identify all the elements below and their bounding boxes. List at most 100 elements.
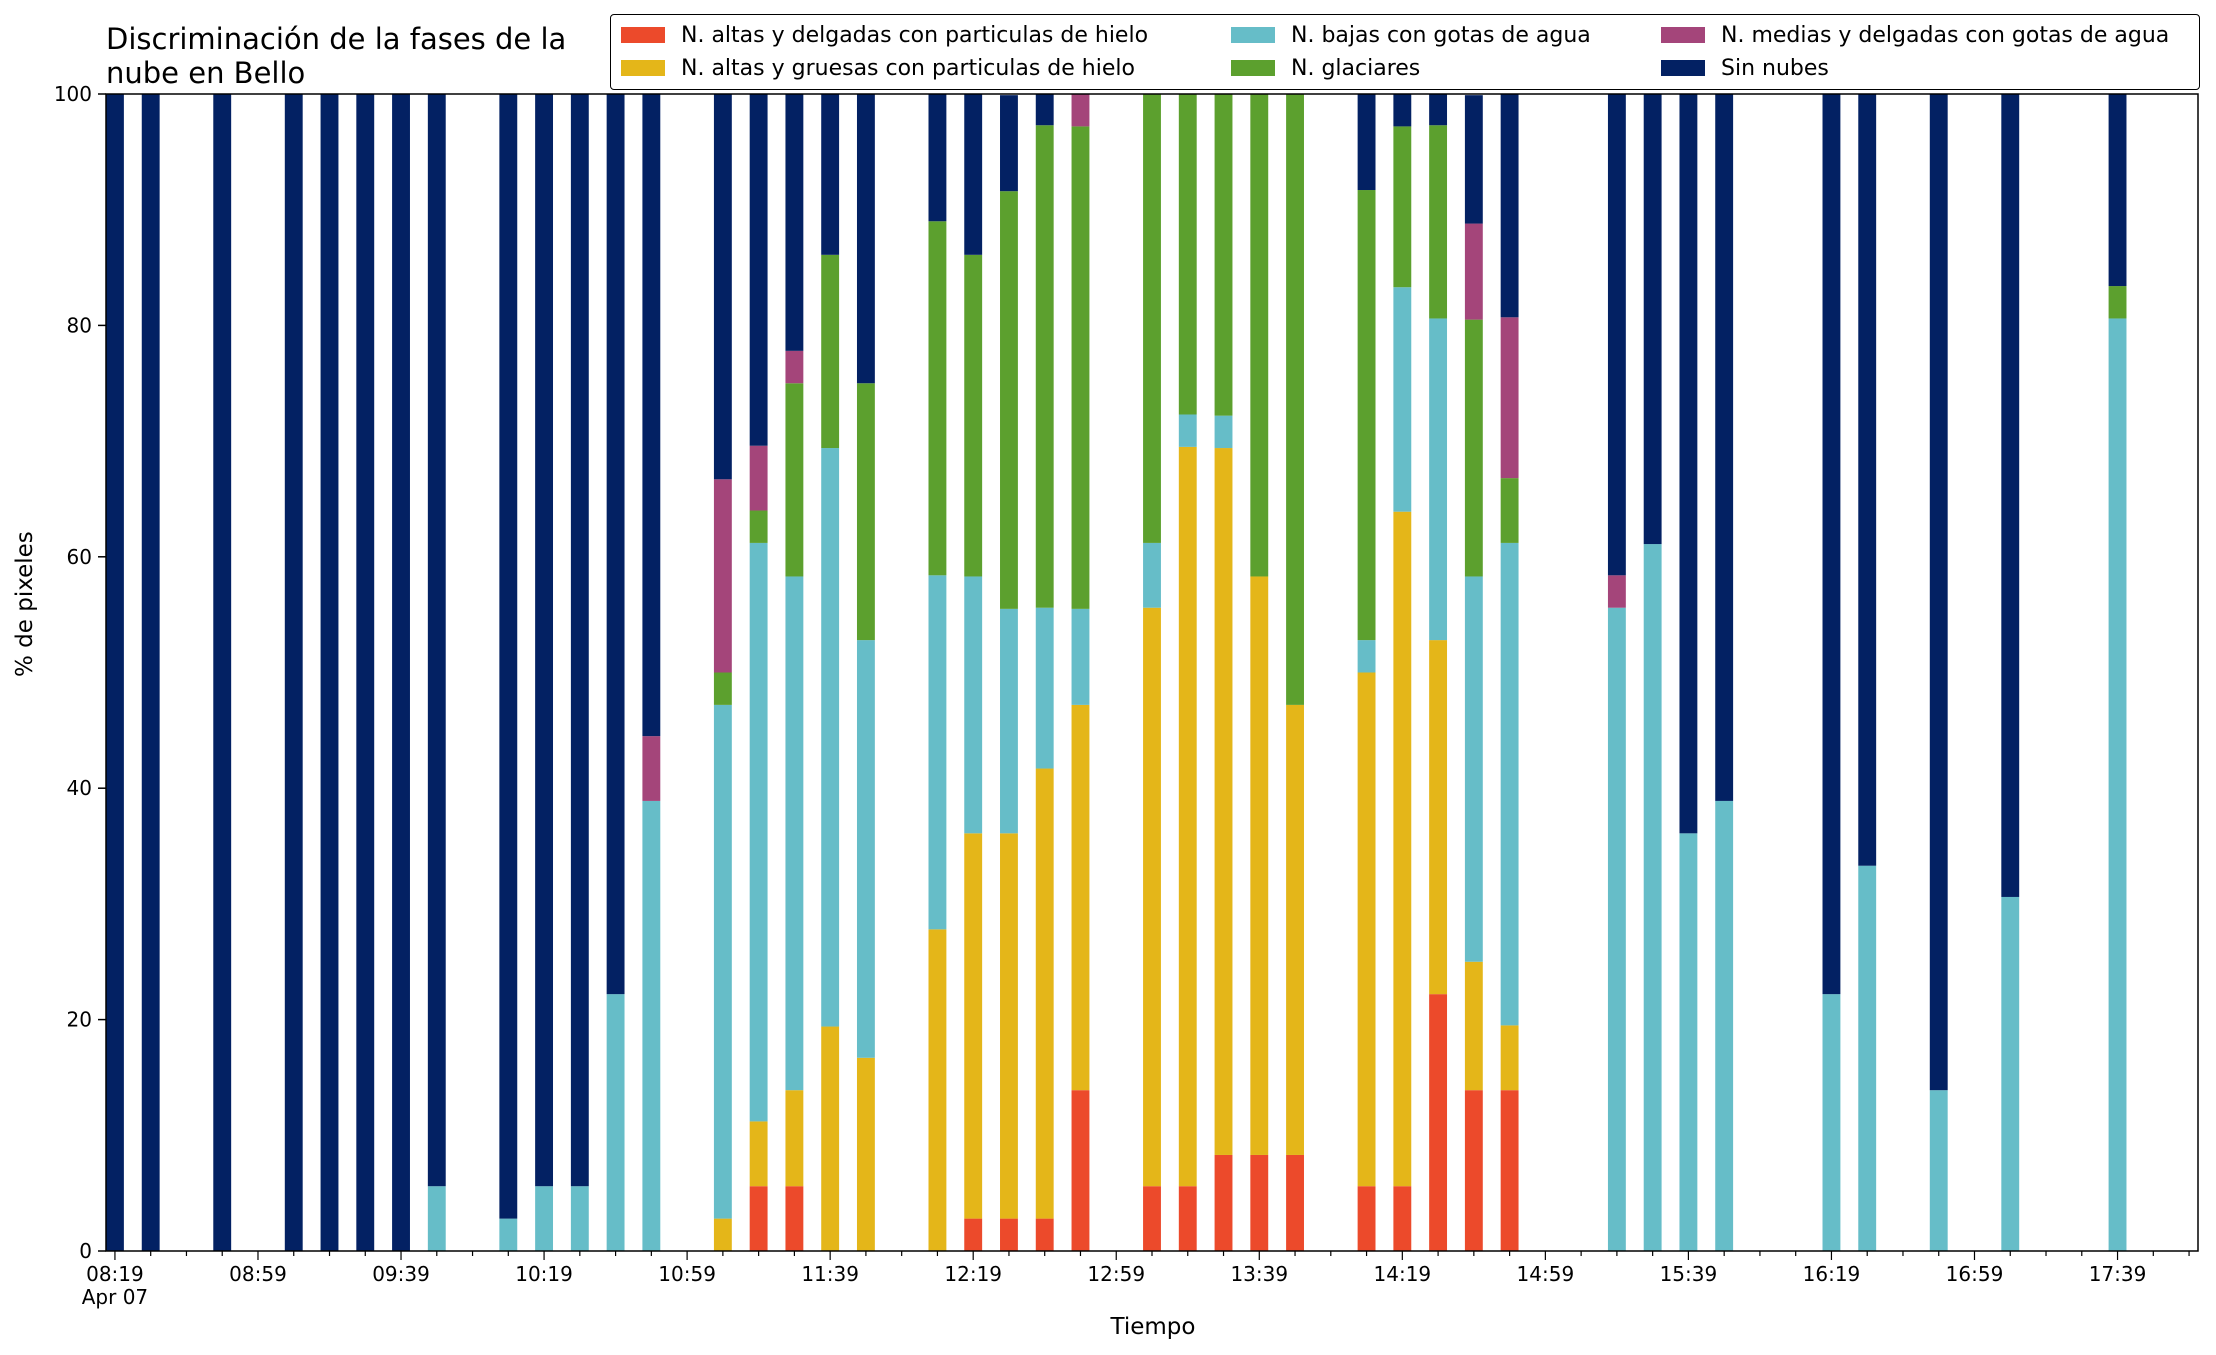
bar-segment [821, 94, 840, 255]
bar-segment [785, 383, 804, 577]
bar-segment [2108, 94, 2127, 287]
x-tick-label: 16:19 [1803, 1262, 1861, 1286]
chart-title: Discriminación de la fases de la nube en… [106, 22, 567, 90]
bar-segment [570, 94, 589, 1187]
bar-segment [749, 1121, 768, 1187]
x-tick-label: 14:19 [1374, 1262, 1432, 1286]
legend-label: Sin nubes [1721, 55, 1829, 81]
y-tick-label: 0 [79, 1239, 92, 1263]
bar-segment [1035, 94, 1054, 126]
bar-segment [713, 94, 732, 480]
bar-segment [1143, 607, 1161, 1187]
bar-segment [642, 94, 661, 737]
bar-segment [1429, 640, 1448, 995]
bar-segment [1000, 1218, 1018, 1251]
bar-segment [1822, 94, 1841, 995]
bar-segment [1000, 833, 1018, 1219]
bar-segment [427, 94, 446, 1187]
bar-segment [1464, 1090, 1483, 1251]
bar-segment [1143, 542, 1161, 608]
bar-segment [392, 94, 410, 1251]
y-tick-label: 100 [54, 82, 92, 106]
bar-segment [1286, 94, 1304, 705]
legend-item: N. altas y gruesas con particulas de hie… [621, 53, 1135, 83]
bar-segment [356, 94, 375, 1251]
y-tick-label: 40 [67, 776, 92, 800]
bar-segment [1178, 94, 1197, 415]
bar-segment [1035, 1218, 1054, 1251]
bar-segment [427, 1186, 446, 1251]
bar-segment [1429, 94, 1448, 126]
x-tick-label: 14:59 [1517, 1262, 1575, 1286]
bar-segment [1929, 94, 1948, 1091]
bar-segment [928, 575, 947, 930]
bar-segment [785, 350, 804, 384]
bar-segment [1607, 94, 1626, 576]
x-tick-label: 16:59 [1946, 1262, 2004, 1286]
bar-segment [535, 1186, 554, 1251]
bar-segment [1143, 1186, 1161, 1251]
bar-segment [821, 1026, 840, 1251]
bar-segment [821, 254, 840, 449]
bar-segment [535, 94, 554, 1187]
bar-segment [1500, 478, 1519, 543]
legend: N. altas y delgadas con particulas de hi… [610, 14, 2200, 90]
bar-segment [1679, 833, 1698, 1251]
legend-swatch [621, 27, 665, 43]
bar-segment [1071, 608, 1090, 705]
bar-segment [1071, 126, 1090, 609]
bar-segment [1500, 542, 1519, 1026]
x-tick-label: 12:59 [1087, 1262, 1145, 1286]
bar-segment [964, 254, 983, 577]
bar-segment [499, 94, 518, 1219]
bar-segment [928, 94, 947, 222]
bar-segment [1214, 1154, 1233, 1251]
bar-segment [570, 1186, 589, 1251]
bar-segment [785, 1186, 804, 1251]
bar-segment [964, 1218, 983, 1251]
bar-segment [1286, 1154, 1304, 1251]
bar-segment [928, 929, 947, 1251]
bar-segment [1464, 95, 1483, 224]
x-tick-label: 09:39 [372, 1262, 430, 1286]
bar-segment [141, 94, 160, 1251]
bar-segment [749, 1186, 768, 1251]
bar-segment [1250, 94, 1269, 577]
bar-segment [1250, 576, 1269, 1155]
bar-segment [1500, 94, 1519, 318]
legend-label: N. medias y delgadas con gotas de agua [1721, 22, 2170, 48]
legend-swatch [1231, 60, 1275, 76]
bar-segment [606, 994, 625, 1251]
bar-segment [1393, 1186, 1412, 1251]
bar-segment [642, 736, 661, 801]
bar-segment [1393, 94, 1412, 127]
bar-segment [749, 445, 768, 511]
bar-segment [1071, 94, 1090, 127]
bar-segment [1357, 94, 1376, 191]
bar-segment [1393, 511, 1412, 1187]
bar-segment [1071, 1090, 1090, 1251]
bar-segment [785, 94, 804, 351]
bar-segment [1464, 961, 1483, 1091]
bar-segment [713, 672, 732, 705]
bar-segment [1500, 317, 1519, 479]
bar-segment [1143, 94, 1161, 543]
bar-segment [606, 94, 625, 995]
x-tick-label: 15:39 [1660, 1262, 1718, 1286]
bar-segment [1178, 446, 1197, 1187]
bar-segment [1035, 125, 1054, 608]
x-tick-label: 10:19 [515, 1262, 573, 1286]
bar-segment [1607, 575, 1626, 608]
x-tick-label: 13:39 [1230, 1262, 1288, 1286]
legend-swatch [1661, 60, 1705, 76]
bar-segment [1464, 223, 1483, 320]
bar-segment [320, 94, 339, 1251]
legend-label: N. bajas con gotas de agua [1291, 22, 1591, 48]
x-tick-label: 08:19 Apr 07 [82, 1262, 148, 1309]
y-tick-label: 80 [67, 313, 92, 337]
bar-segment [1929, 1090, 1948, 1251]
x-axis: 08:19 Apr 07 08:59 09:39 10:19 10:59 11:39 12:1… [82, 1251, 2190, 1309]
bar-segment [1178, 414, 1197, 447]
x-tick-label: 08:59 [229, 1262, 287, 1286]
bar-segment [1214, 415, 1233, 449]
